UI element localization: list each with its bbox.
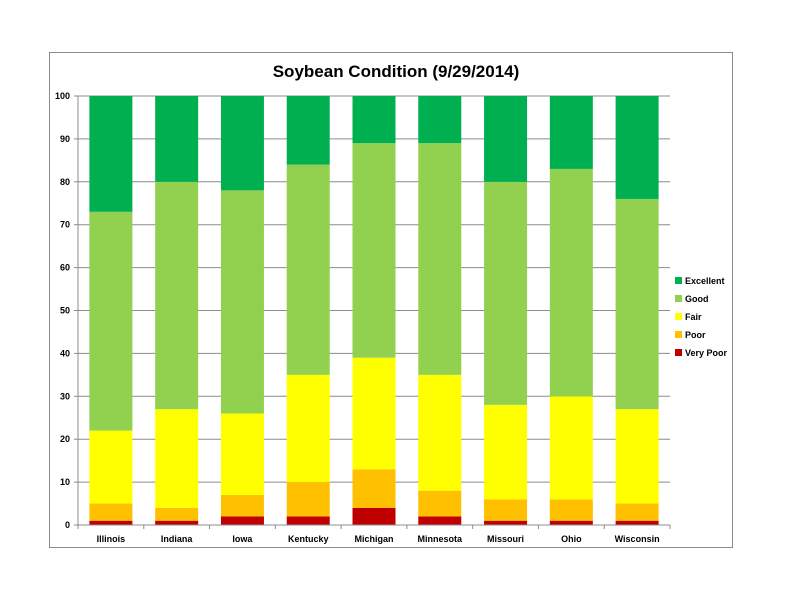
chart-title: Soybean Condition (9/29/2014) (272, 62, 520, 81)
y-tick-label: 50 (60, 306, 70, 316)
bar-excellent-iowa (220, 96, 264, 191)
y-tick-label: 20 (60, 434, 70, 444)
legend: Excellent Good Fair Poor Very Poor (675, 276, 728, 358)
x-tick-label: Iowa (232, 534, 253, 544)
y-tick-label: 80 (60, 177, 70, 187)
bar-fair-missouri (484, 404, 528, 500)
bar-very-poor-illinois (89, 520, 133, 525)
bar-poor-minnesota (418, 490, 462, 517)
bar-fair-iowa (220, 413, 264, 495)
bar-good-wisconsin (615, 198, 659, 410)
bar-good-michigan (352, 143, 396, 358)
legend-swatch (675, 331, 682, 338)
bar-poor-missouri (484, 499, 528, 521)
bar-very-poor-michigan (352, 507, 396, 525)
bar-poor-indiana (155, 507, 199, 521)
y-tick-label: 10 (60, 477, 70, 487)
bar-fair-ohio (549, 396, 593, 500)
axes: 0 10 20 30 40 50 60 70 80 90 100 Illinois Indiana Iow… (55, 91, 671, 544)
bar-very-poor-wisconsin (615, 520, 659, 525)
bar-excellent-michigan (352, 96, 396, 144)
bar-poor-iowa (220, 494, 264, 517)
bar-very-poor-kentucky (286, 516, 330, 525)
x-tick-label: Missouri (487, 534, 524, 544)
bar-poor-wisconsin (615, 503, 659, 521)
legend-label: Poor (685, 330, 706, 340)
y-tick-label: 70 (60, 220, 70, 230)
bar-excellent-minnesota (418, 96, 462, 144)
bar-excellent-indiana (155, 96, 199, 182)
x-tick-label: Indiana (161, 534, 193, 544)
bar-excellent-ohio (549, 96, 593, 169)
bar-very-poor-iowa (220, 516, 264, 525)
bar-good-ohio (549, 168, 593, 397)
bar-good-indiana (155, 181, 199, 410)
legend-label: Fair (685, 312, 702, 322)
bar-good-missouri (484, 181, 528, 405)
bar-very-poor-minnesota (418, 516, 462, 525)
bar-fair-minnesota (418, 374, 462, 491)
y-tick-label: 100 (55, 91, 70, 101)
bar-fair-indiana (155, 409, 199, 508)
x-tick-label: Illinois (97, 534, 126, 544)
bar-good-kentucky (286, 164, 330, 375)
x-tick-label: Minnesota (418, 534, 463, 544)
y-tick-label: 40 (60, 348, 70, 358)
legend-label: Very Poor (685, 348, 728, 358)
bar-poor-illinois (89, 503, 133, 521)
bar-good-illinois (89, 211, 133, 431)
y-tick-label: 90 (60, 134, 70, 144)
legend-swatch (675, 277, 682, 284)
legend-swatch (675, 295, 682, 302)
y-tick-label: 60 (60, 263, 70, 273)
x-tick-label: Ohio (561, 534, 582, 544)
bar-poor-ohio (549, 499, 593, 521)
y-tick-label: 30 (60, 391, 70, 401)
bar-very-poor-missouri (484, 520, 528, 525)
bar-fair-illinois (89, 430, 133, 504)
bar-very-poor-indiana (155, 520, 199, 525)
bar-excellent-missouri (484, 96, 528, 182)
legend-label: Good (685, 294, 709, 304)
bar-fair-wisconsin (615, 409, 659, 504)
bar-very-poor-ohio (549, 520, 593, 525)
bar-poor-kentucky (286, 482, 330, 517)
bar-excellent-illinois (89, 96, 133, 212)
bar-good-iowa (220, 190, 264, 414)
x-tick-label: Kentucky (288, 534, 329, 544)
legend-label: Excellent (685, 276, 725, 286)
legend-swatch (675, 313, 682, 320)
bar-fair-michigan (352, 357, 396, 470)
bar-poor-michigan (352, 469, 396, 508)
bar-fair-kentucky (286, 374, 330, 483)
y-tick-label: 0 (65, 520, 70, 530)
bar-excellent-kentucky (286, 96, 330, 165)
x-tick-label: Wisconsin (615, 534, 660, 544)
legend-swatch (675, 349, 682, 356)
x-tick-label: Michigan (354, 534, 393, 544)
bar-good-minnesota (418, 143, 462, 375)
bar-excellent-wisconsin (615, 96, 659, 199)
bars (89, 96, 659, 525)
